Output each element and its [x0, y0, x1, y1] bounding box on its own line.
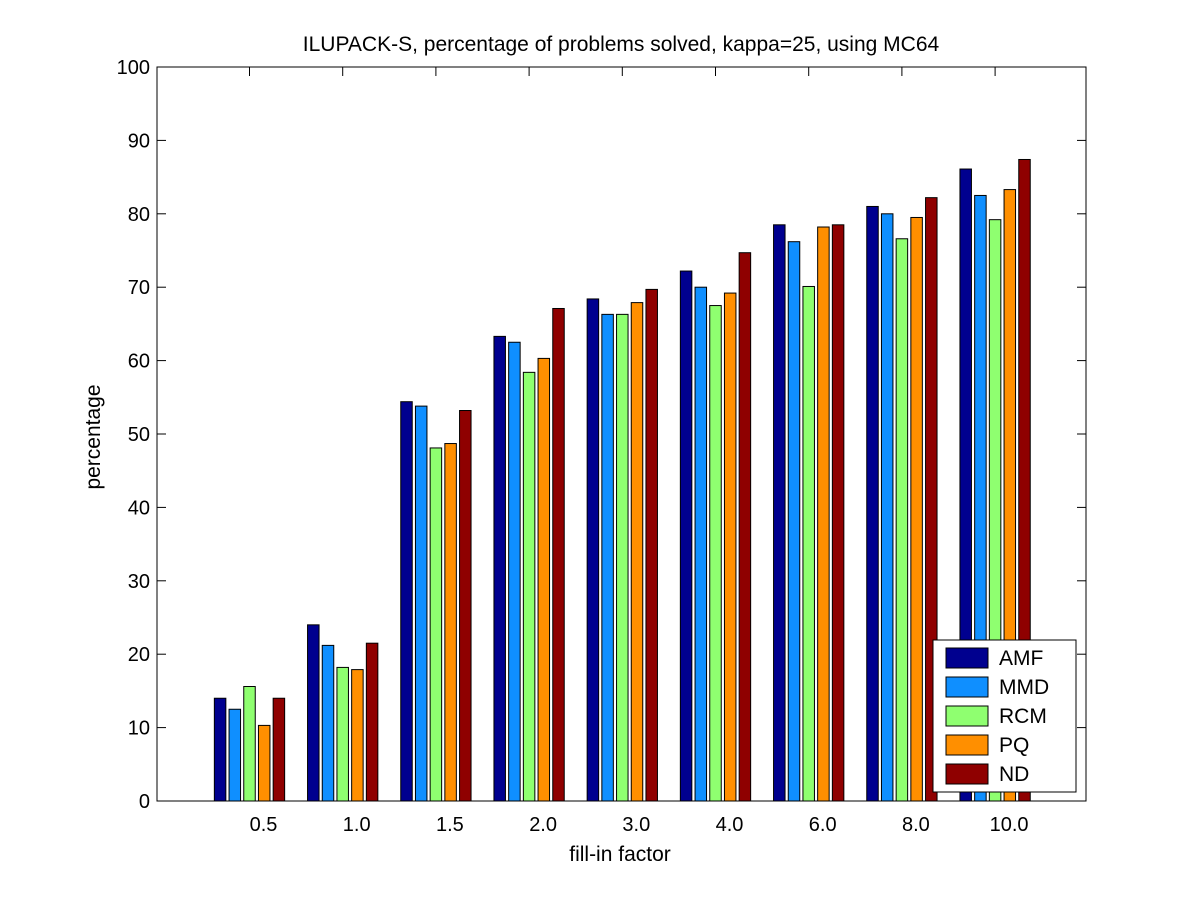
bar-rcm — [709, 305, 722, 802]
chart-title: ILUPACK-S, percentage of problems solved… — [303, 33, 940, 56]
x-tick-label: 2.0 — [529, 814, 557, 836]
bar-amf — [400, 401, 413, 802]
bar-nd — [1018, 158, 1031, 802]
y-tick-label: 100 — [117, 57, 150, 79]
bar-pq — [723, 292, 737, 802]
x-tick-label: 6.0 — [809, 814, 837, 836]
bar-pq — [537, 357, 551, 802]
bar-rcm — [522, 371, 536, 802]
x-tick-label: 1.5 — [436, 814, 464, 836]
x-tick-label: 8.0 — [902, 814, 930, 836]
y-tick-label: 20 — [128, 644, 150, 666]
x-tick-label: 0.5 — [250, 814, 278, 836]
y-tick-label: 40 — [128, 497, 150, 519]
bar-nd — [645, 288, 658, 802]
bar-amf — [679, 270, 693, 802]
bar-pq — [351, 669, 364, 802]
legend-label: PQ — [999, 734, 1029, 757]
bar-rcm — [616, 313, 629, 802]
y-tick-label: 50 — [128, 424, 150, 446]
bar-pq — [817, 226, 830, 802]
bar-mmd — [228, 708, 242, 802]
legend-label: AMF — [999, 647, 1043, 670]
bar-mmd — [508, 341, 521, 802]
y-axis: 0 10 20 30 40 50 60 70 80 90 100 — [117, 57, 1086, 813]
y-axis-label: percentage — [82, 384, 105, 489]
bar-rcm — [429, 447, 443, 802]
bar-rcm — [336, 666, 349, 802]
y-tick-label: 80 — [128, 204, 150, 226]
bar-nd — [272, 697, 286, 802]
bar-amf — [586, 298, 600, 802]
legend-label: ND — [999, 763, 1029, 786]
bar-pq — [1003, 189, 1017, 802]
bar-mmd — [787, 241, 801, 802]
bar-nd — [738, 252, 752, 802]
legend-swatch — [945, 734, 989, 756]
bar-mmd — [974, 194, 987, 802]
y-tick-label: 60 — [128, 351, 150, 373]
bar-amf — [213, 697, 227, 802]
bar-amf — [307, 624, 320, 802]
x-tick-label: 1.0 — [343, 814, 371, 836]
y-tick-label: 90 — [128, 130, 150, 152]
bar-amf — [959, 168, 972, 802]
legend-label: MMD — [999, 676, 1049, 699]
y-tick-label: 0 — [139, 791, 150, 813]
bar-pq — [910, 216, 923, 802]
x-tick-label: 4.0 — [716, 814, 744, 836]
bar-nd — [831, 224, 845, 802]
legend-label: RCM — [999, 705, 1047, 728]
bar-pq — [444, 443, 457, 802]
bar-pq — [257, 724, 271, 802]
bar-amf — [493, 335, 506, 802]
bar-mmd — [321, 644, 335, 802]
bar-nd — [925, 197, 938, 802]
bar-nd — [365, 642, 379, 802]
bar-rcm — [243, 686, 256, 802]
legend-swatch — [945, 676, 989, 698]
bar-amf — [866, 205, 879, 802]
x-tick-label: 3.0 — [622, 814, 650, 836]
legend-swatch — [945, 705, 989, 727]
legend: AMF MMD RCM PQ ND — [932, 639, 1077, 793]
bar-mmd — [880, 213, 894, 802]
bar-mmd — [601, 313, 614, 802]
y-tick-label: 30 — [128, 571, 150, 593]
legend-swatch — [945, 763, 989, 785]
bar-mmd — [694, 286, 708, 802]
bars — [213, 158, 1031, 802]
bar-nd — [552, 307, 565, 802]
y-tick-label: 70 — [128, 277, 150, 299]
y-tick-label: 10 — [128, 718, 150, 740]
x-axis-label: fill-in factor — [569, 843, 671, 866]
bar-rcm — [802, 285, 815, 802]
bar-nd — [459, 410, 472, 802]
bar-rcm — [895, 238, 909, 802]
legend-swatch — [945, 647, 989, 669]
bar-pq — [630, 302, 644, 802]
bar-amf — [773, 224, 786, 802]
x-tick-label: 10.0 — [990, 814, 1029, 836]
x-axis: 0.5 1.0 1.5 2.0 3.0 4.0 6.0 8.0 10.0 — [249, 67, 1029, 836]
bar-rcm — [988, 219, 1002, 802]
bar-mmd — [414, 405, 428, 802]
